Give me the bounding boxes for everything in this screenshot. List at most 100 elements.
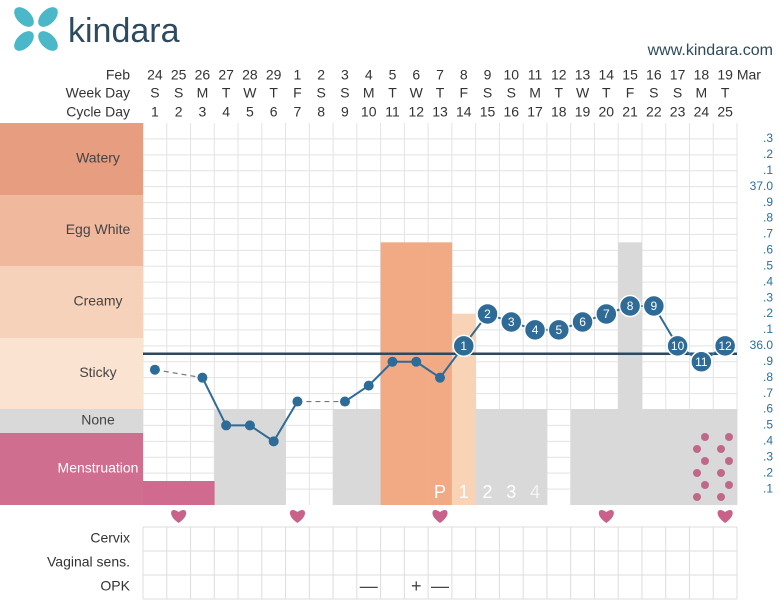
temperature-point xyxy=(642,294,666,318)
cycle-day: 10 xyxy=(361,104,377,120)
date: 25 xyxy=(171,67,187,83)
brand: kindara xyxy=(68,12,180,50)
row-label: Cervix xyxy=(90,530,130,546)
cycle-day: 6 xyxy=(270,104,278,120)
opk-mark: — xyxy=(431,576,449,596)
weekday: W xyxy=(410,85,424,101)
y-tick-label: .1 xyxy=(763,322,773,336)
logo-icon xyxy=(14,7,58,51)
y-tick-label: .3 xyxy=(763,131,773,145)
temperature-point xyxy=(452,334,476,358)
fluid-label: Egg White xyxy=(66,221,131,237)
temperature-point xyxy=(197,372,208,383)
row-label: Feb xyxy=(106,67,130,83)
temperature-point xyxy=(618,294,642,318)
cycle-day: 24 xyxy=(694,104,710,120)
fluid-bar xyxy=(713,409,738,505)
menstruation-bar xyxy=(143,481,168,505)
date: 28 xyxy=(242,67,258,83)
temperature-point xyxy=(713,334,737,358)
temperature-point xyxy=(363,380,374,391)
point-label: 8 xyxy=(627,299,634,313)
point-label: 9 xyxy=(650,299,657,313)
y-tick-label: .9 xyxy=(763,195,773,209)
weekday: F xyxy=(626,85,635,101)
weekday: M xyxy=(696,85,708,101)
heart xyxy=(432,510,448,523)
y-tick-label: .2 xyxy=(763,465,773,479)
date: 12 xyxy=(551,67,567,83)
date: 29 xyxy=(266,67,282,83)
fluid-bar xyxy=(665,409,690,505)
cycle-day: 5 xyxy=(246,104,254,120)
cycle-day: 21 xyxy=(622,104,638,120)
date: 19 xyxy=(717,67,733,83)
date: 14 xyxy=(599,67,615,83)
cycle-day: 2 xyxy=(175,104,183,120)
cycle-day: 3 xyxy=(199,104,207,120)
date: 27 xyxy=(218,67,234,83)
fluid-bar xyxy=(594,409,619,505)
date: 13 xyxy=(575,67,591,83)
point-label: 3 xyxy=(508,315,515,329)
date: 11 xyxy=(528,67,543,83)
fluid-bar xyxy=(523,409,548,505)
fluid-bar xyxy=(404,242,429,506)
date: 10 xyxy=(503,67,519,83)
fluid-bar xyxy=(689,409,714,505)
cycle-day: 15 xyxy=(480,104,496,120)
y-tick-label: .8 xyxy=(763,370,773,384)
row-label: OPK xyxy=(100,578,130,594)
y-tick-label: .4 xyxy=(763,274,773,288)
peak-label: 4 xyxy=(530,482,540,502)
weekday: M xyxy=(529,85,541,101)
temperature-point xyxy=(339,396,350,407)
fluid-label: Creamy xyxy=(73,293,122,309)
fluid-bar xyxy=(618,242,643,506)
fluid-band xyxy=(0,409,143,433)
fluid-bar xyxy=(641,409,667,505)
date: 7 xyxy=(436,67,444,83)
fluid-bar xyxy=(261,409,286,505)
y-tick-label: .2 xyxy=(763,306,773,320)
fluid-band xyxy=(0,266,143,338)
menstruation-bar xyxy=(166,481,191,505)
weekday: T xyxy=(222,85,231,101)
weekday: S xyxy=(317,85,326,101)
temperature-point xyxy=(411,356,422,367)
y-tick-label: .2 xyxy=(763,147,773,161)
point-label: 2 xyxy=(484,307,491,321)
weekday: T xyxy=(555,85,564,101)
spotting-dots xyxy=(693,433,733,501)
temperature-point xyxy=(435,372,445,383)
heart xyxy=(171,510,187,523)
date: 15 xyxy=(622,67,638,83)
cycle-day: 19 xyxy=(575,104,591,120)
fluid-band xyxy=(0,433,143,505)
temperature-point xyxy=(221,420,232,431)
date: 4 xyxy=(365,67,373,83)
date: 1 xyxy=(294,67,302,83)
weekday: W xyxy=(576,85,590,101)
url[interactable]: www.kindara.com xyxy=(647,42,773,59)
y-tick-label: .6 xyxy=(763,243,773,257)
temperature-point xyxy=(595,302,618,326)
date: 26 xyxy=(195,67,211,83)
weekday: S xyxy=(150,85,159,101)
fluid-bar xyxy=(333,409,358,505)
cycle-day: 11 xyxy=(385,104,400,120)
y-tick-label: .1 xyxy=(763,481,773,495)
fluid-band xyxy=(0,123,143,195)
fluid-label: None xyxy=(81,412,115,428)
gap-connector xyxy=(154,369,203,379)
temperature-point xyxy=(666,334,689,358)
weekday: M xyxy=(363,85,375,101)
cycle-day: 7 xyxy=(294,104,302,120)
fluid-bar xyxy=(356,409,381,505)
y-tick-label: .1 xyxy=(763,163,773,177)
weekday: S xyxy=(649,85,658,101)
fluid-bar xyxy=(475,409,500,505)
point-label: 1 xyxy=(460,339,467,353)
cycle-day: 17 xyxy=(527,104,543,120)
